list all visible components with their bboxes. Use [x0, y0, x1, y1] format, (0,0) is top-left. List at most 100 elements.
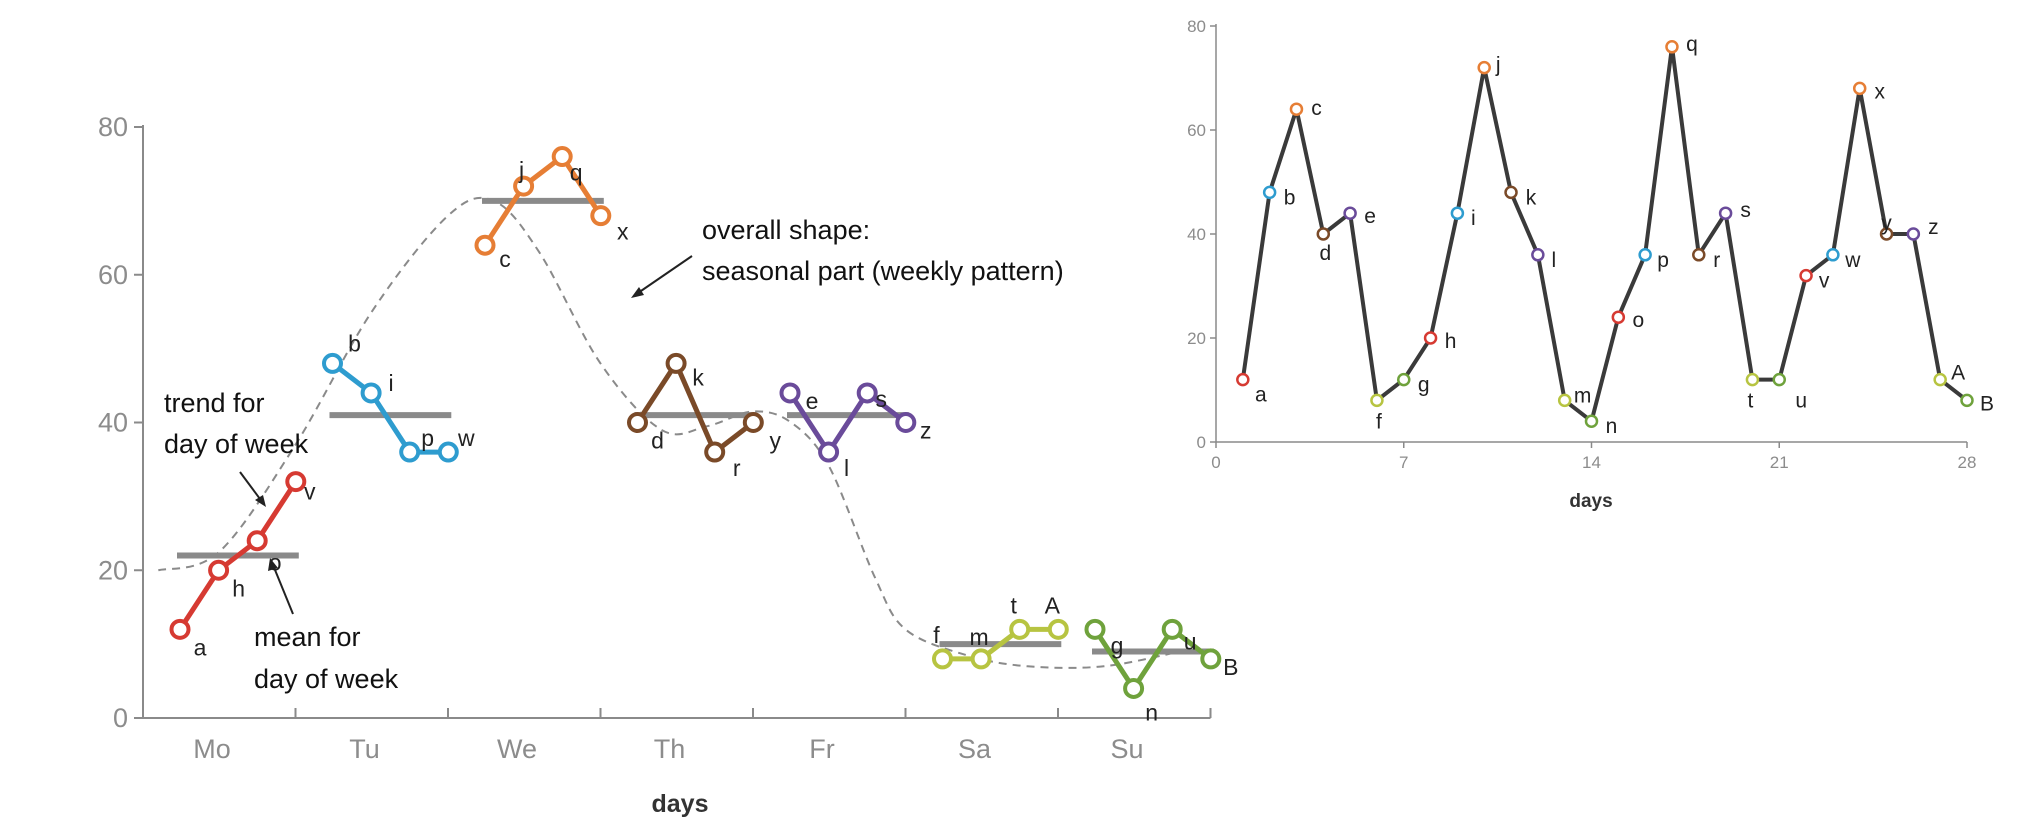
daily-point-label-e: e — [1364, 205, 1376, 228]
daily-point-x — [1852, 81, 1867, 96]
daily-point-h — [1423, 331, 1438, 345]
daily-point-d — [1316, 227, 1331, 241]
data-point-k — [665, 352, 687, 374]
trend-annotation: trend for day of week — [164, 388, 309, 507]
y-tick-label: 40 — [98, 408, 128, 438]
point-label-z: z — [920, 418, 932, 444]
x-axis-title: days — [652, 790, 709, 818]
data-point-o — [246, 530, 268, 552]
data-point-x — [590, 205, 612, 227]
daily-point-c — [1289, 102, 1304, 116]
point-label-d: d — [651, 428, 664, 454]
data-point-w — [437, 441, 459, 463]
trend-line-sa — [942, 626, 1059, 662]
data-point-n — [1123, 677, 1145, 699]
mean-arrow — [272, 564, 294, 615]
y-tick-label: 80 — [98, 112, 128, 142]
data-point-e — [779, 382, 801, 404]
daily-x-axis-title: days — [1569, 491, 1612, 512]
data-point-q — [551, 146, 573, 168]
x-tick-label: We — [497, 734, 537, 764]
daily-point-l — [1531, 248, 1545, 262]
daily-point-label-p: p — [1657, 249, 1669, 272]
daily-point-label-B: B — [1980, 392, 1994, 415]
point-label-l: l — [844, 455, 849, 481]
daily-point-i — [1450, 206, 1465, 220]
daily-point-label-i: i — [1471, 207, 1476, 230]
daily-point-v — [1799, 268, 1813, 283]
daily-point-u — [1772, 372, 1786, 387]
mean-annotation: mean for day of week — [254, 558, 399, 694]
x-tick-label: Su — [1110, 734, 1143, 764]
series-we: c j q x — [474, 146, 629, 272]
data-point-r — [704, 441, 726, 463]
daily-point-label-y: y — [1881, 212, 1892, 235]
point-label-y: y — [770, 428, 782, 454]
daily-point-a — [1236, 372, 1250, 387]
daily-x-tick-label: 28 — [1958, 453, 1977, 472]
daily-point-b — [1262, 185, 1277, 200]
daily-point-w — [1826, 248, 1840, 262]
data-point-i — [360, 382, 382, 404]
data-point-l — [818, 441, 840, 463]
daily-point-q — [1665, 40, 1679, 54]
mean-arrow-head — [268, 558, 278, 571]
daily-series-line — [1240, 44, 1969, 424]
daily-point-m — [1557, 393, 1572, 408]
overall-shape-curve — [158, 196, 1181, 669]
point-label-f: f — [933, 622, 940, 648]
point-label-a: a — [194, 634, 207, 660]
series-sa: f mt A — [932, 592, 1069, 670]
daily-point-label-s: s — [1740, 199, 1751, 222]
daily-point-A — [1933, 372, 1947, 387]
point-label-n: n — [1145, 699, 1158, 725]
daily-point-label-r: r — [1713, 249, 1720, 272]
daily-point-y — [1879, 227, 1894, 241]
point-label-m: m — [970, 624, 989, 650]
mean-annotation-line-2: day of week — [254, 664, 399, 694]
daily-x-tick-label: 0 — [1211, 453, 1220, 472]
daily-point-label-f: f — [1376, 410, 1382, 433]
point-label-u: u — [1184, 628, 1197, 654]
y-tick-label: 0 — [113, 703, 128, 733]
point-label-p: p — [421, 425, 434, 451]
data-point-s — [856, 382, 878, 404]
daily-point-label-c: c — [1311, 97, 1322, 120]
daily-point-j — [1477, 60, 1491, 75]
daily-series-points: a b c d e f gh i j k l mn o p q r s t u vw x y z AB — [1236, 33, 1994, 438]
trend-arrow-head — [255, 495, 266, 507]
trend-line-we — [482, 154, 603, 247]
point-label-b: b — [348, 330, 361, 356]
daily-point-g — [1397, 372, 1411, 387]
data-point-y — [742, 412, 764, 433]
trend-line-mo — [177, 480, 298, 631]
daily-point-label-b: b — [1284, 186, 1296, 209]
daily-point-n — [1584, 414, 1599, 428]
daily-point-label-q: q — [1686, 33, 1698, 56]
daily-y-tick-label: 40 — [1187, 225, 1206, 244]
daily-point-label-x: x — [1874, 80, 1885, 103]
data-point-h — [208, 559, 230, 581]
daily-point-label-A: A — [1951, 362, 1965, 385]
x-tick-label: Th — [654, 734, 686, 764]
data-point-p — [399, 441, 421, 463]
trend-line-su — [1092, 626, 1213, 691]
daily-point-r — [1692, 248, 1706, 262]
data-point-z — [895, 412, 917, 433]
daily-x-tick-label: 14 — [1582, 453, 1601, 472]
daily-point-f — [1370, 393, 1384, 408]
data-point-v — [285, 471, 307, 493]
point-label-h: h — [232, 575, 245, 601]
daily-y-tick-label: 80 — [1187, 17, 1206, 36]
data-point-f — [932, 648, 953, 670]
y-tick-label: 60 — [98, 260, 128, 290]
daily-point-label-h: h — [1445, 330, 1457, 353]
point-label-s: s — [875, 386, 887, 412]
data-point-d — [627, 412, 648, 433]
series-tu: b i p w — [322, 330, 475, 463]
daily-point-label-m: m — [1574, 384, 1592, 407]
point-label-x: x — [617, 219, 629, 245]
